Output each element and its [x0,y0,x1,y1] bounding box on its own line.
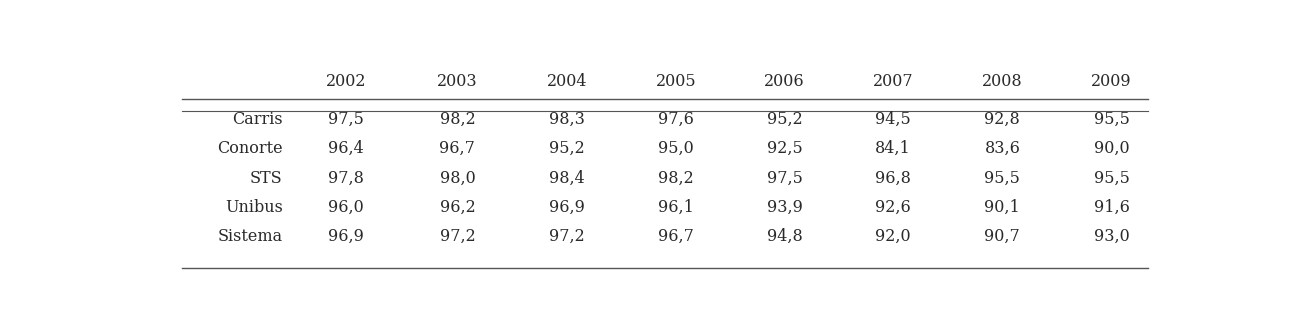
Text: 98,4: 98,4 [549,170,585,187]
Text: Carris: Carris [233,111,283,128]
Text: 2003: 2003 [437,73,478,90]
Text: 97,5: 97,5 [328,111,364,128]
Text: Conorte: Conorte [217,140,283,157]
Text: 92,5: 92,5 [766,140,802,157]
Text: 95,5: 95,5 [1093,170,1129,187]
Text: 91,6: 91,6 [1093,199,1129,216]
Text: 96,9: 96,9 [328,228,364,245]
Text: 92,8: 92,8 [985,111,1021,128]
Text: Sistema: Sistema [217,228,283,245]
Text: 96,4: 96,4 [328,140,364,157]
Text: 94,8: 94,8 [766,228,802,245]
Text: 95,2: 95,2 [766,111,802,128]
Text: 90,1: 90,1 [985,199,1021,216]
Text: 98,2: 98,2 [439,111,475,128]
Text: 2008: 2008 [982,73,1023,90]
Text: 83,6: 83,6 [985,140,1021,157]
Text: 95,5: 95,5 [1093,111,1129,128]
Text: 97,5: 97,5 [766,170,802,187]
Text: 98,0: 98,0 [439,170,475,187]
Text: 97,8: 97,8 [328,170,364,187]
Text: 2009: 2009 [1092,73,1132,90]
Text: 93,0: 93,0 [1093,228,1129,245]
Text: 98,2: 98,2 [658,170,694,187]
Text: 95,0: 95,0 [658,140,694,157]
Text: 96,1: 96,1 [658,199,694,216]
Text: 96,2: 96,2 [439,199,475,216]
Text: STS: STS [251,170,283,187]
Text: 95,2: 95,2 [549,140,585,157]
Text: 2006: 2006 [764,73,805,90]
Text: 96,7: 96,7 [439,140,475,157]
Text: 95,5: 95,5 [985,170,1021,187]
Text: 94,5: 94,5 [875,111,911,128]
Text: 2005: 2005 [655,73,696,90]
Text: 2002: 2002 [326,73,367,90]
Text: 2004: 2004 [547,73,588,90]
Text: Unibus: Unibus [225,199,283,216]
Text: 84,1: 84,1 [875,140,911,157]
Text: 98,3: 98,3 [549,111,585,128]
Text: 90,7: 90,7 [985,228,1021,245]
Text: 93,9: 93,9 [766,199,802,216]
Text: 96,7: 96,7 [658,228,694,245]
Text: 92,0: 92,0 [876,228,911,245]
Text: 90,0: 90,0 [1094,140,1129,157]
Text: 96,0: 96,0 [328,199,364,216]
Text: 97,2: 97,2 [549,228,585,245]
Text: 97,2: 97,2 [439,228,475,245]
Text: 92,6: 92,6 [875,199,911,216]
Text: 2007: 2007 [873,73,913,90]
Text: 97,6: 97,6 [658,111,694,128]
Text: 96,9: 96,9 [549,199,585,216]
Text: 96,8: 96,8 [875,170,911,187]
